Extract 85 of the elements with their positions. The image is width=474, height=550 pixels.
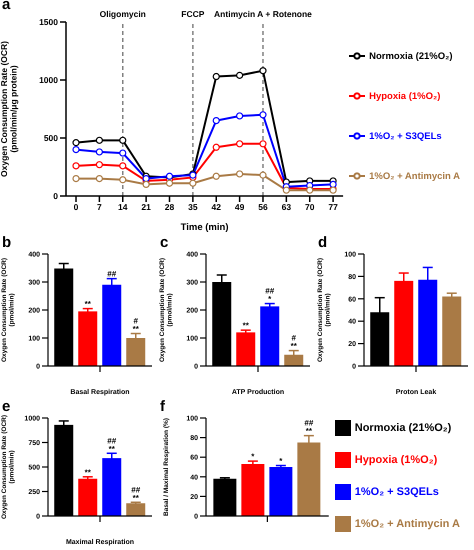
chart-title: c xyxy=(160,234,168,251)
data-label: ## ** xyxy=(107,436,117,454)
y-tick-label: 1000 xyxy=(39,75,58,86)
point xyxy=(236,112,244,120)
chart-title: a xyxy=(2,0,10,13)
x-tick-label: 56 xyxy=(258,202,268,212)
point xyxy=(212,144,220,151)
legend-label: 1%O₂ + S3QELs xyxy=(369,131,442,142)
point xyxy=(329,180,337,188)
point xyxy=(212,172,220,180)
data-label: ## ** xyxy=(304,418,314,436)
y-axis-title: Oxygen Consumption Rate (OCR) (pmol/min/μg protein) xyxy=(0,40,19,178)
point xyxy=(96,148,103,156)
point xyxy=(96,175,103,182)
point xyxy=(96,136,103,144)
point xyxy=(212,72,220,80)
data-label: * xyxy=(279,456,284,466)
x-tick-label: 77 xyxy=(328,202,338,212)
data-label: ## * xyxy=(265,286,275,304)
bar xyxy=(442,296,462,366)
chart-title: b xyxy=(2,234,12,251)
legend-label: Normoxia (21%O₂) xyxy=(369,51,453,62)
data-label: ** xyxy=(242,321,250,330)
chart-title: d xyxy=(318,234,328,251)
ref-line-label: Antimycin A + Rotenone xyxy=(214,9,312,19)
point xyxy=(166,180,174,187)
data-label: ** xyxy=(84,468,92,477)
y-tick-label: 0 xyxy=(53,191,58,202)
x-tick-label: 49 xyxy=(234,202,245,212)
x-tick-label: 0 xyxy=(74,202,79,212)
chart-title: f xyxy=(160,398,165,415)
point xyxy=(119,149,126,157)
bar xyxy=(241,464,264,516)
y-tick-label: 500 xyxy=(44,133,58,144)
data-label: ## ** xyxy=(131,485,141,502)
bar xyxy=(78,311,98,366)
ref-line-label: Oligomycin xyxy=(100,9,146,19)
data-label: # ** xyxy=(290,334,298,351)
y-tick-label: 1500 xyxy=(39,17,58,28)
ref-line-label: FCCP xyxy=(181,9,205,19)
bar xyxy=(236,332,256,366)
point xyxy=(212,117,220,124)
point xyxy=(236,140,244,148)
legend-label: Hypoxia (1%O₂) xyxy=(369,91,440,102)
point xyxy=(72,139,80,146)
point xyxy=(119,136,126,144)
bar xyxy=(260,306,280,366)
x-tick-label: 7 xyxy=(97,202,102,212)
legend-label: 1%O₂ + Antimycin A xyxy=(354,518,460,530)
x-tick-label: 70 xyxy=(304,202,315,212)
legend-label: Hypoxia (1%O₂) xyxy=(354,454,438,466)
point xyxy=(142,180,150,188)
bar xyxy=(269,467,292,516)
x-axis-title: Time (min) xyxy=(180,222,228,233)
point xyxy=(72,146,80,154)
bar xyxy=(126,503,146,516)
data-label: # ** xyxy=(132,316,140,334)
point xyxy=(282,186,290,194)
x-tick-label: 35 xyxy=(188,202,198,212)
point xyxy=(236,170,244,178)
point xyxy=(119,176,126,184)
point xyxy=(259,67,267,74)
chart-title: e xyxy=(2,398,10,415)
x-tick-label: 42 xyxy=(212,202,222,212)
legend-label: Normoxia (21%O₂) xyxy=(354,422,452,434)
point xyxy=(72,162,80,170)
point xyxy=(96,161,103,168)
point xyxy=(259,172,267,179)
data-label: ** xyxy=(84,300,92,309)
x-tick-label: 14 xyxy=(118,202,128,212)
data-label: * xyxy=(251,452,256,462)
x-tick-label: 28 xyxy=(164,202,174,212)
point xyxy=(259,140,267,148)
point xyxy=(142,175,150,182)
x-tick-label: 63 xyxy=(282,202,292,212)
point xyxy=(119,162,126,170)
bar xyxy=(78,478,98,516)
point xyxy=(259,111,267,118)
point xyxy=(72,175,80,182)
legend-label: 1%O₂ + S3QELs xyxy=(354,486,439,498)
point xyxy=(236,72,244,79)
legend-label: 1%O₂ + Antimycin A xyxy=(369,171,460,182)
x-tick-label: 21 xyxy=(141,202,152,212)
data-label: ## xyxy=(107,270,117,279)
point xyxy=(189,180,196,187)
